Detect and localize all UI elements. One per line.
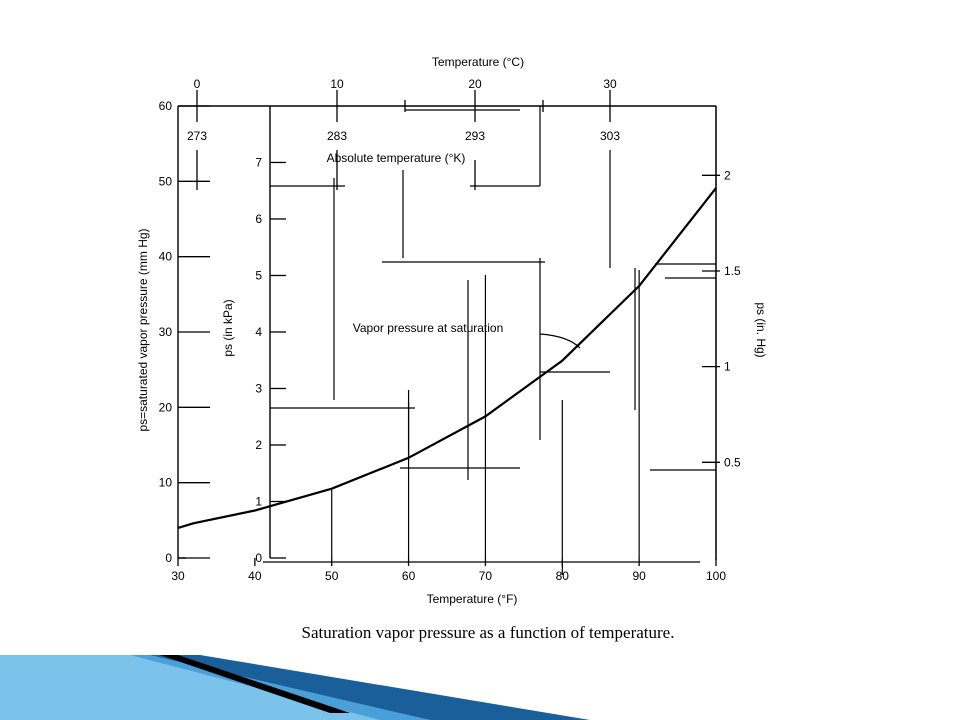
fahrenheit-tick-label-80: 80 — [556, 569, 570, 583]
kelvin-tick-label-293: 293 — [465, 129, 485, 143]
kelvin-tick-label-273: 273 — [187, 129, 207, 143]
chart-ticks — [177, 90, 720, 566]
fahrenheit-tick-label-40: 40 — [248, 569, 262, 583]
mmhg-tick-label-50: 50 — [159, 174, 173, 188]
fahrenheit-tick-label-70: 70 — [479, 569, 493, 583]
kpa-tick-label-4: 4 — [255, 325, 262, 339]
kpa-tick-label-5: 5 — [255, 268, 262, 282]
figure-caption: Saturation vapor pressure as a function … — [302, 623, 675, 642]
celsius-tick-label-10: 10 — [330, 77, 344, 91]
kelvin-tick-label-283: 283 — [327, 129, 347, 143]
mmhg-tick-label-60: 60 — [159, 99, 173, 113]
inhg-tick-label-0.5: 0.5 — [724, 455, 741, 469]
inner-axis-title-kpa: ps (in kPa) — [221, 299, 235, 356]
vapor-pressure-curve — [177, 187, 717, 529]
kpa-tick-label-1: 1 — [255, 494, 262, 508]
fahrenheit-tick-label-100: 100 — [706, 569, 726, 583]
inhg-tick-label-2: 2 — [724, 168, 731, 182]
kelvin-tick-label-303: 303 — [600, 129, 620, 143]
inhg-tick-label-1: 1 — [724, 360, 731, 374]
mmhg-tick-label-0: 0 — [165, 551, 172, 565]
kpa-tick-label-7: 7 — [255, 155, 262, 169]
annotation-leader-line — [539, 333, 581, 349]
mmhg-tick-label-20: 20 — [159, 400, 173, 414]
mmhg-tick-label-10: 10 — [159, 476, 173, 490]
celsius-tick-label-30: 30 — [603, 77, 617, 91]
footer-decoration — [0, 655, 960, 720]
fahrenheit-tick-label-60: 60 — [402, 569, 416, 583]
kpa-tick-label-3: 3 — [255, 381, 262, 395]
top-axis-title-celsius: Temperature (°C) — [432, 55, 524, 69]
kpa-tick-label-6: 6 — [255, 212, 262, 226]
kpa-tick-label-0: 0 — [255, 551, 262, 565]
mmhg-tick-label-30: 30 — [159, 325, 173, 339]
celsius-tick-label-20: 20 — [468, 77, 482, 91]
curve-annotation: Vapor pressure at saturation — [353, 321, 504, 335]
bottom-axis-title-fahrenheit: Temperature (°F) — [427, 592, 518, 606]
fahrenheit-tick-label-50: 50 — [325, 569, 339, 583]
kpa-tick-label-2: 2 — [255, 438, 262, 452]
inhg-tick-label-1.5: 1.5 — [724, 264, 741, 278]
celsius-tick-label-0: 0 — [194, 77, 201, 91]
left-axis-title-mmhg: ps=saturated vapor pressure (mm Hg) — [136, 228, 150, 431]
fahrenheit-tick-label-30: 30 — [171, 569, 185, 583]
right-axis-title-inhg: ps (in. Hg) — [754, 302, 768, 357]
kelvin-axis-title: Absolute temperature (°K) — [327, 151, 466, 165]
fahrenheit-tick-label-90: 90 — [632, 569, 646, 583]
mmhg-tick-label-40: 40 — [159, 250, 173, 264]
